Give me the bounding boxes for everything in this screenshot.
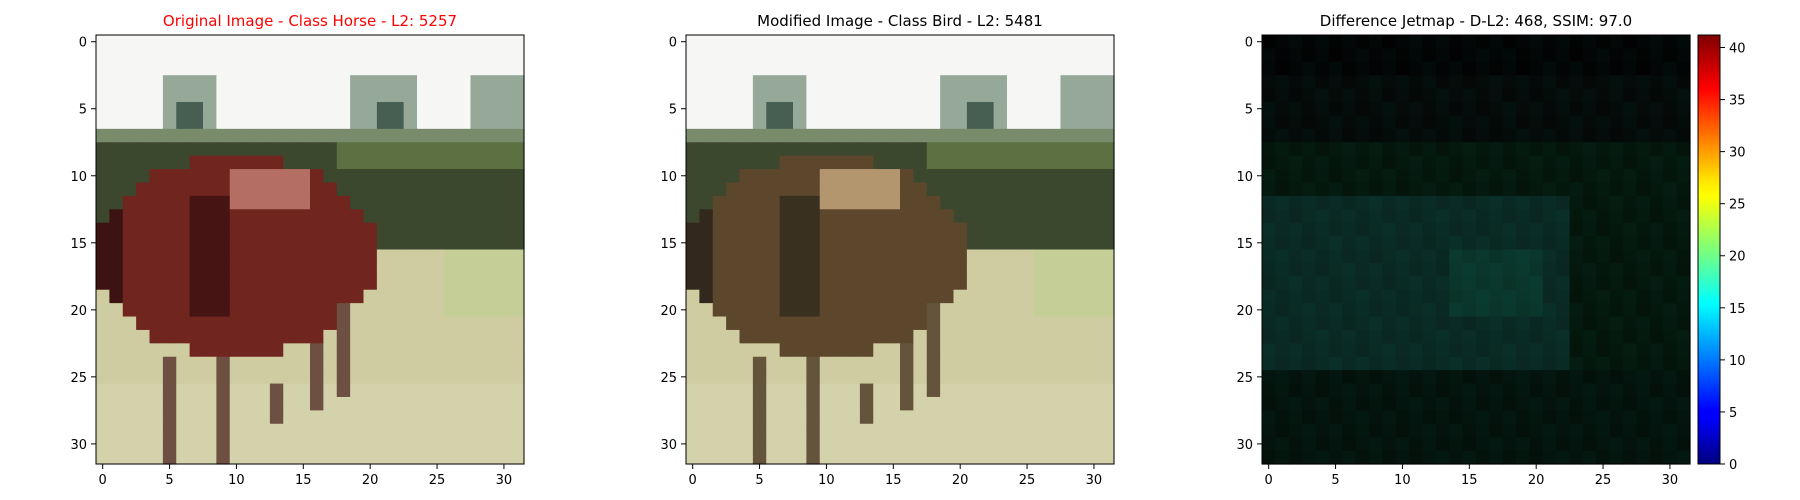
y-tick-label: 5 (669, 103, 677, 118)
original-image-panel: Original Image - Class Horse - L2: 5257 … (70, 0, 525, 500)
y-tick-label: 25 (70, 371, 87, 386)
colorbar-tick-label: 30 (1729, 146, 1746, 161)
x-tick-label: 15 (295, 473, 312, 488)
y-tick-label: 10 (1236, 170, 1253, 185)
colorbar-tick-label: 35 (1729, 94, 1746, 109)
colorbar-tick-label: 5 (1729, 406, 1737, 421)
colorbar: 0 5 10 15 20 25 30 35 40 (1697, 0, 1778, 500)
colorbar-tick-label: 20 (1729, 250, 1746, 265)
x-tick-label: 10 (818, 473, 835, 488)
colorbar-tick-label: 40 (1729, 41, 1746, 56)
y-tick-label: 0 (1245, 36, 1253, 51)
colorbar-tick-label: 0 (1729, 458, 1737, 473)
colorbar-gradient (1697, 34, 1721, 465)
modified-image-axes: 0 0 5 5 10 10 15 15 20 20 25 25 30 30 (660, 34, 1115, 488)
x-tick-label: 30 (1086, 473, 1103, 488)
y-tick-label: 30 (70, 438, 87, 453)
x-tick-label: 5 (755, 473, 763, 488)
y-tick-label: 0 (79, 36, 87, 51)
difference-jetmap-panel: Difference Jetmap - D-L2: 468, SSIM: 97.… (1236, 0, 1691, 500)
modified-image-title: Modified Image - Class Bird - L2: 5481 (757, 12, 1043, 30)
modified-image-panel: Modified Image - Class Bird - L2: 5481 0… (660, 0, 1115, 500)
x-tick-label: 30 (1662, 473, 1679, 488)
x-tick-label: 0 (99, 473, 107, 488)
y-tick-label: 25 (1236, 371, 1253, 386)
x-tick-label: 5 (165, 473, 173, 488)
y-tick-label: 10 (70, 170, 87, 185)
y-tick-label: 5 (1245, 103, 1253, 118)
x-tick-label: 0 (1265, 473, 1273, 488)
x-tick-label: 15 (1461, 473, 1478, 488)
y-tick-label: 20 (660, 304, 677, 319)
original-pixel-grid (96, 35, 525, 465)
modified-pixel-grid (686, 35, 1115, 465)
colorbar-tick-label: 10 (1729, 354, 1746, 369)
x-tick-label: 10 (228, 473, 245, 488)
colorbar-tick-label: 25 (1729, 198, 1746, 213)
y-tick-label: 20 (70, 304, 87, 319)
difference-pixel-grid (1262, 35, 1691, 465)
x-tick-label: 5 (1331, 473, 1339, 488)
x-tick-label: 15 (885, 473, 902, 488)
y-tick-label: 0 (669, 36, 677, 51)
x-tick-label: 20 (952, 473, 969, 488)
y-tick-label: 25 (660, 371, 677, 386)
modified-axes-frame: 0 0 5 5 10 10 15 15 20 20 25 25 30 30 (660, 34, 1115, 488)
x-tick-label: 25 (1595, 473, 1612, 488)
y-tick-label: 20 (1236, 304, 1253, 319)
x-tick-label: 20 (1528, 473, 1545, 488)
x-tick-label: 10 (1394, 473, 1411, 488)
colorbar-tick-label: 15 (1729, 302, 1746, 317)
original-image-axes: 0 0 5 5 10 10 15 15 20 20 25 25 30 30 (70, 34, 525, 488)
original-image-title: Original Image - Class Horse - L2: 5257 (162, 12, 458, 30)
difference-jetmap-title: Difference Jetmap - D-L2: 468, SSIM: 97.… (1319, 12, 1633, 30)
y-tick-label: 30 (1236, 438, 1253, 453)
original-axes-frame: 0 0 5 5 10 10 15 15 20 20 25 25 30 30 (70, 34, 525, 488)
colorbar-svg: 0 5 10 15 20 25 30 35 40 (1697, 34, 1746, 473)
difference-axes-frame: 0 0 5 5 10 10 15 15 20 20 25 25 30 30 (1236, 34, 1691, 488)
difference-jetmap-axes: 0 0 5 5 10 10 15 15 20 20 25 25 30 30 (1236, 34, 1691, 488)
x-tick-label: 0 (689, 473, 697, 488)
x-tick-label: 25 (429, 473, 446, 488)
colorbar-ticks: 0 5 10 15 20 25 30 35 40 (1720, 41, 1746, 473)
y-tick-label: 15 (660, 237, 677, 252)
y-tick-label: 15 (70, 237, 87, 252)
y-tick-label: 15 (1236, 237, 1253, 252)
y-tick-label: 10 (660, 170, 677, 185)
x-tick-label: 20 (362, 473, 379, 488)
y-tick-label: 5 (79, 103, 87, 118)
x-tick-label: 30 (496, 473, 513, 488)
x-tick-label: 25 (1019, 473, 1036, 488)
y-tick-label: 30 (660, 438, 677, 453)
